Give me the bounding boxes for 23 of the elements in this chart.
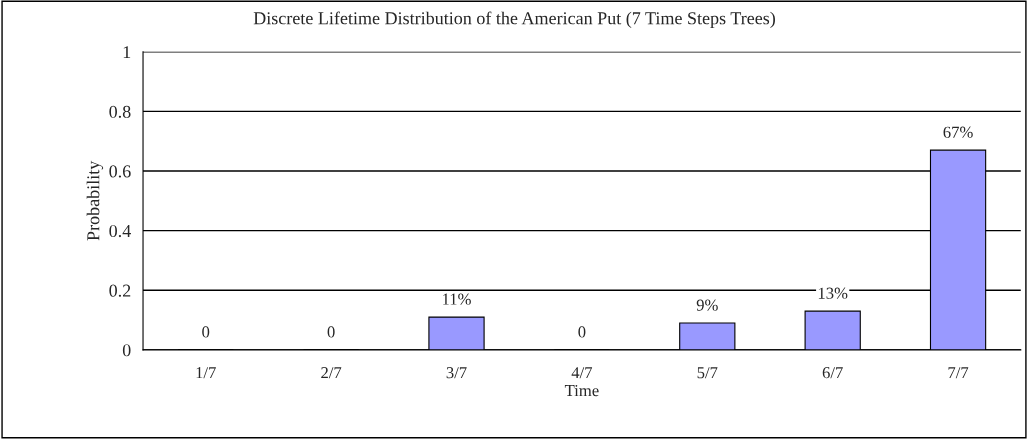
y-tick-label: 0 — [122, 344, 131, 357]
data-label: 0 — [578, 326, 586, 338]
x-tick-label: 1/7 — [196, 367, 216, 379]
x-tick-label: 7/7 — [948, 367, 969, 379]
y-axis-title: Probability — [86, 160, 104, 241]
data-label: 67% — [943, 126, 973, 138]
y-tick-label: 1 — [123, 46, 131, 59]
chart-title: Discrete Lifetime Distribution of the American Put (7 Time Steps Trees) — [253, 11, 775, 29]
data-label: 13% — [818, 287, 848, 299]
y-tick-label: 0.4 — [109, 224, 131, 238]
y-tick-label: 0.2 — [109, 284, 131, 297]
x-tick-label: 4/7 — [571, 367, 593, 379]
x-axis-title: Time — [564, 384, 599, 397]
y-tick-label: 0.6 — [109, 165, 131, 178]
x-tick-label: 5/7 — [697, 367, 718, 379]
data-label: 0 — [202, 326, 210, 338]
data-label: 0 — [327, 326, 335, 338]
y-tick-label: 0.8 — [109, 105, 131, 118]
x-tick-label: 3/7 — [446, 367, 467, 379]
data-label: 9% — [696, 299, 718, 311]
x-tick-label: 2/7 — [321, 367, 342, 379]
data-label: 11% — [443, 293, 471, 305]
x-tick-label: 6/7 — [822, 367, 843, 379]
